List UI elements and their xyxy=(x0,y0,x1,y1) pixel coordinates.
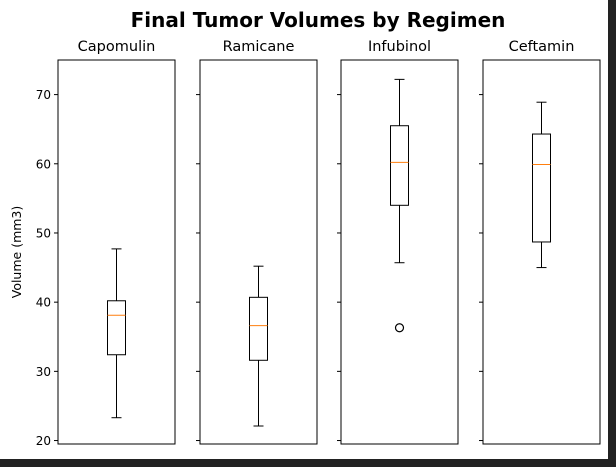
panel-title-infubinol: Infubinol xyxy=(368,39,431,55)
panel-frame-ramicane xyxy=(199,59,318,445)
iqr-box-ramicane xyxy=(249,296,268,361)
chart-title: Final Tumor Volumes by Regimen xyxy=(131,8,506,32)
y-tick-label: 40 xyxy=(36,296,51,310)
iqr-box-infubinol xyxy=(390,125,409,206)
y-tick-label: 70 xyxy=(36,88,51,102)
panel-title-ceftamin: Ceftamin xyxy=(509,39,575,55)
panel-frame-infubinol xyxy=(340,59,459,445)
panel-title-capomulin: Capomulin xyxy=(78,39,156,55)
y-tick-label: 30 xyxy=(36,365,51,379)
iqr-box-ceftamin xyxy=(532,133,551,243)
y-axis-label: Volume (mm3) xyxy=(9,206,24,299)
y-tick-label: 50 xyxy=(36,226,51,240)
chart-panels: Capomulin 20 30 40 50 60 70 Ramicane Infubinol Ce… xyxy=(36,39,601,448)
panel-title-ramicane: Ramicane xyxy=(223,39,295,55)
panel-frame-ceftamin xyxy=(482,59,601,445)
iqr-box-capomulin xyxy=(107,300,126,356)
panel-frame-capomulin xyxy=(57,59,176,445)
y-tick-label: 20 xyxy=(36,434,51,448)
figure-canvas: Final Tumor Volumes by Regimen Volume (m… xyxy=(0,0,608,459)
outlier-point-infubinol xyxy=(394,323,405,333)
box-plot-chart: Final Tumor Volumes by Regimen Volume (m… xyxy=(9,8,601,448)
y-tick-label: 60 xyxy=(36,157,51,171)
